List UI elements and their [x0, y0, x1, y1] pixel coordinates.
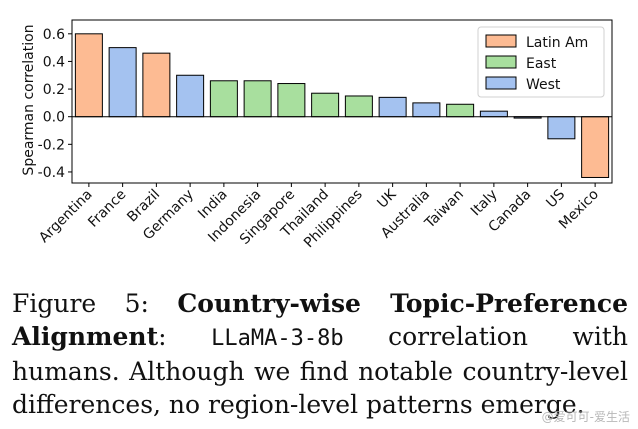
caption-colon: : [158, 322, 167, 351]
y-tick-label: -0.2 [38, 137, 65, 153]
bar-uk [378, 96, 407, 118]
plot-frame [71, 19, 613, 184]
bar-italy [479, 110, 508, 118]
y-ticks: 0.6 0.4 0.2 0.0 -0.2 -0.4 [38, 27, 72, 181]
y-tick-label: -0.4 [38, 165, 65, 181]
x-tick-label: Argentina [36, 187, 96, 247]
bar-mexico [581, 116, 610, 178]
y-tick-label: 0.2 [43, 82, 65, 98]
bar-argentina [74, 33, 103, 118]
bar-indonesia [243, 80, 272, 118]
caption-model-name: LLaMA-3-8b [211, 326, 344, 351]
bar-france [108, 47, 137, 118]
bar-thailand [311, 92, 340, 118]
watermark: @爱可可-爱生活 [541, 410, 630, 424]
bar-australia [412, 102, 441, 118]
bar-brazil [142, 52, 171, 118]
caption-body: correlation with humans. Although we fin… [12, 322, 628, 419]
x-ticks: ArgentinaFranceBrazilGermanyIndiaIndones… [36, 183, 602, 251]
legend-label: Latin Am [526, 35, 588, 51]
x-tick-label: UK [374, 186, 400, 212]
legend-label: East [526, 56, 557, 72]
figure-caption: Figure 5: Country-wise Topic-Preference … [12, 287, 628, 421]
y-axis-label: Spearman correlation [21, 24, 37, 175]
y-tick-label: 0.0 [43, 110, 65, 126]
bar-philippines [344, 95, 373, 118]
bar-chart: Spearman correlation 0.6 0.4 0.2 0.0 -0.2 -0.… [21, 19, 613, 251]
bar-india [209, 80, 238, 118]
y-tick-label: 0.4 [43, 54, 65, 70]
y-tick-label: 0.6 [43, 27, 65, 43]
x-tick-label: France [85, 187, 129, 231]
legend-swatch [485, 76, 517, 90]
legend: Latin Am East West [477, 26, 605, 98]
caption-figure-number: Figure 5: [12, 289, 178, 318]
bar-germany [176, 74, 205, 118]
bar-singapore [277, 83, 306, 118]
bars [74, 33, 610, 178]
legend-swatch [485, 34, 517, 48]
bar-taiwan [446, 103, 475, 118]
caption-title: Country-wise Topic-Preference Alignment [12, 289, 629, 351]
bar-us [547, 116, 576, 140]
legend-label: West [526, 77, 561, 93]
legend-swatch [485, 55, 517, 69]
x-tick-label: US [543, 186, 568, 211]
